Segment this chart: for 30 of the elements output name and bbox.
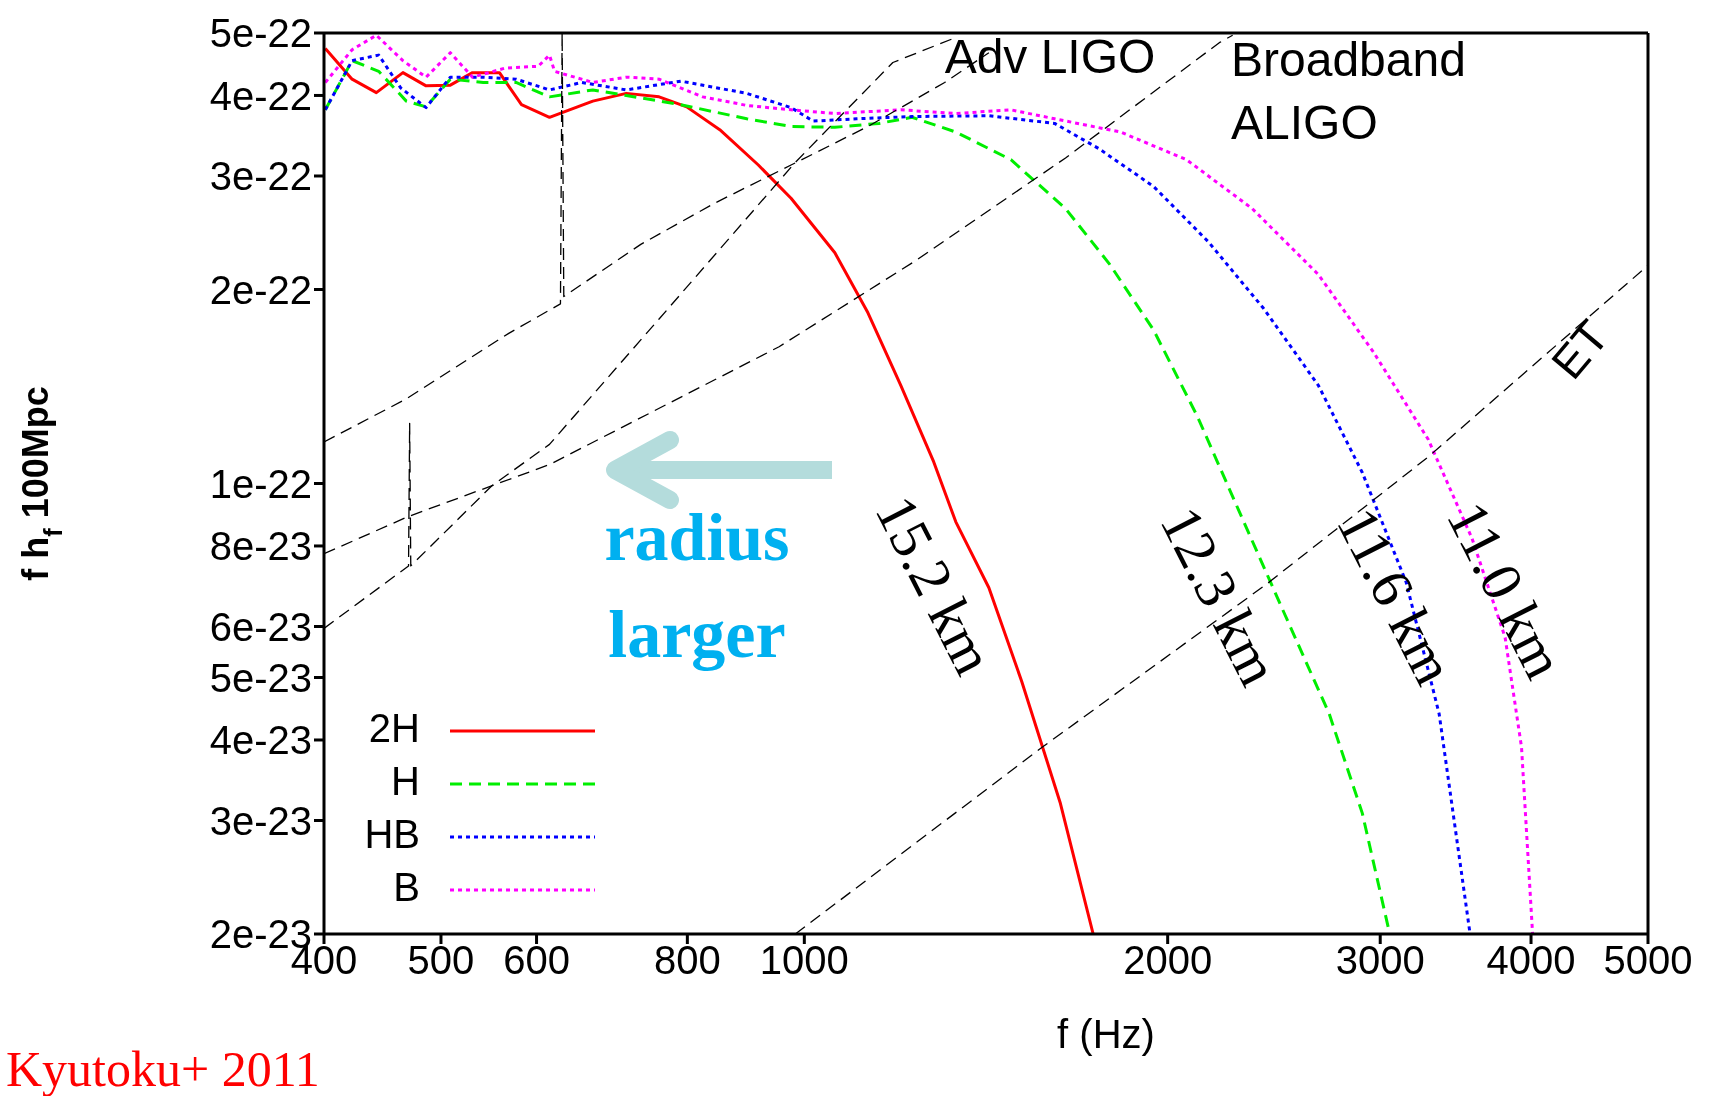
x-tick-label: 3000 bbox=[1335, 938, 1425, 983]
legend-label: 2H bbox=[368, 705, 420, 750]
y-tick-label: 3e-23 bbox=[209, 798, 312, 843]
x-tick-label: 800 bbox=[653, 938, 721, 983]
legend-label: HB bbox=[364, 811, 420, 856]
y-tick-label: 3e-22 bbox=[209, 154, 312, 199]
annotation: radius larger bbox=[604, 499, 790, 672]
x-tick-label: 4000 bbox=[1486, 938, 1576, 983]
y-tick-label: 2e-22 bbox=[209, 267, 312, 312]
x-tick-label: 500 bbox=[407, 938, 475, 983]
x-tick-label: 1000 bbox=[759, 938, 849, 983]
annotation: 12.3 km bbox=[1147, 496, 1292, 696]
y-tick-label: 4e-23 bbox=[209, 718, 312, 763]
y-tick-label: 5e-23 bbox=[209, 655, 312, 700]
y-tick-label: 1e-22 bbox=[209, 461, 312, 506]
y-tick-label: 8e-23 bbox=[209, 524, 312, 569]
y-tick-label: 4e-22 bbox=[209, 73, 312, 118]
annotation: Adv LIGO bbox=[944, 29, 1156, 83]
x-tick-label: 2000 bbox=[1123, 938, 1213, 983]
x-axis-title: f (Hz) bbox=[1057, 1012, 1155, 1056]
x-tick-label: 600 bbox=[503, 938, 570, 983]
text: Kyutoku+ 2011 bbox=[6, 1041, 320, 1096]
y-tick-label: 6e-23 bbox=[209, 604, 312, 649]
annotation: ET bbox=[1541, 310, 1619, 389]
legend-label: H bbox=[391, 758, 420, 803]
y-tick-label: 5e-22 bbox=[209, 11, 312, 56]
annotation: Broadband ALIGO bbox=[1231, 32, 1466, 149]
legend-label: B bbox=[393, 864, 420, 909]
annotation: 15.2 km bbox=[862, 485, 1007, 685]
x-tick-label: 5000 bbox=[1603, 938, 1693, 983]
